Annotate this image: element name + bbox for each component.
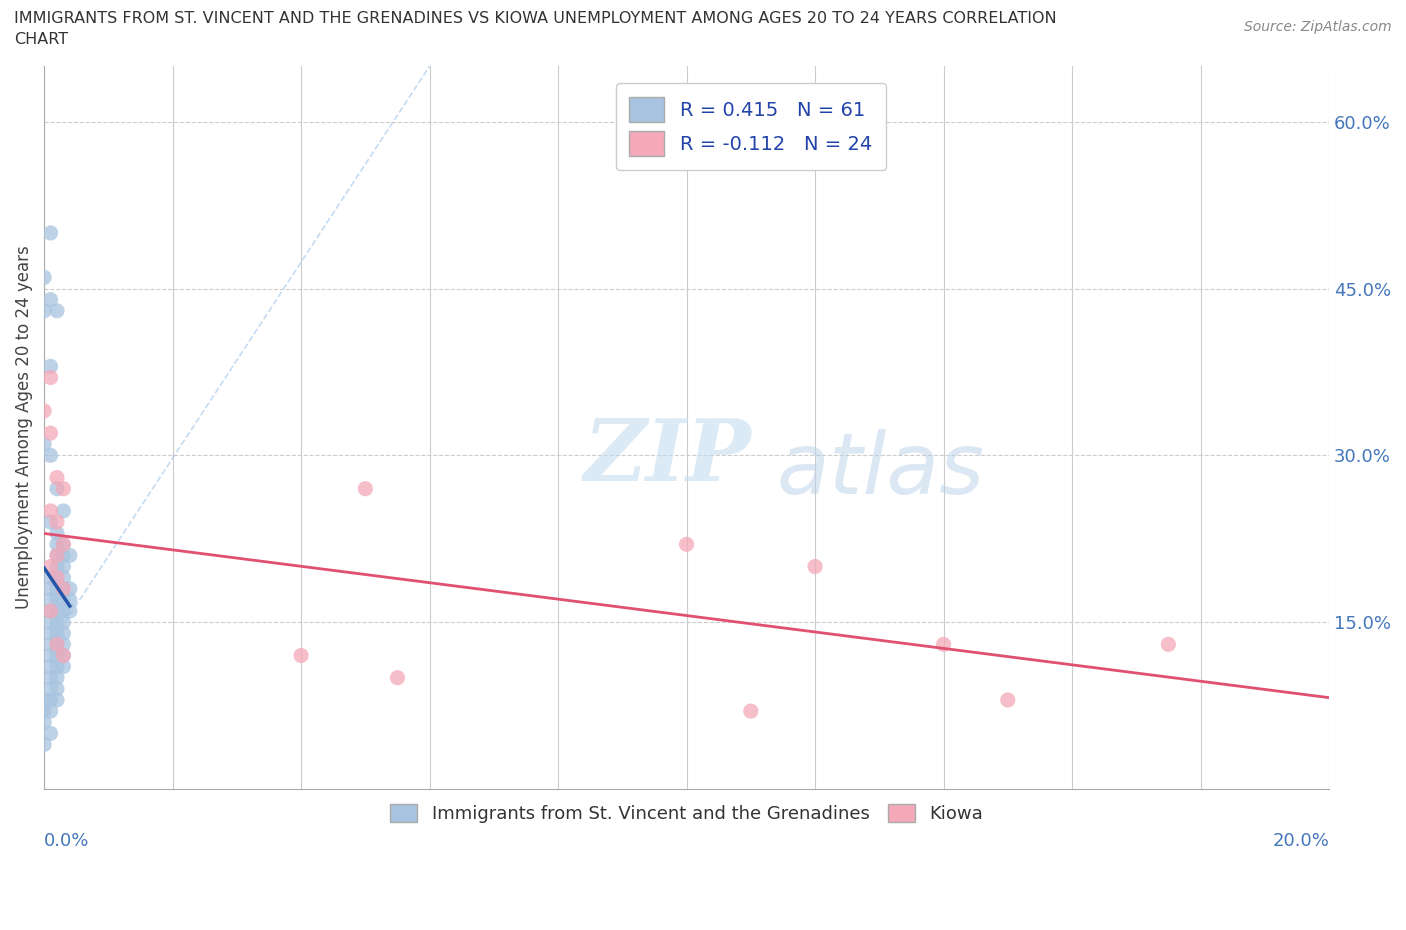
Point bbox=[39, 426, 62, 441]
Point bbox=[32, 737, 55, 751]
Point bbox=[39, 637, 62, 652]
Point bbox=[39, 726, 62, 741]
Point bbox=[39, 503, 62, 518]
Point bbox=[39, 359, 62, 374]
Point bbox=[39, 514, 62, 529]
Point bbox=[46, 648, 69, 663]
Text: 20.0%: 20.0% bbox=[1272, 832, 1329, 850]
Point bbox=[46, 671, 69, 685]
Point bbox=[46, 481, 69, 496]
Point bbox=[52, 559, 75, 574]
Point bbox=[46, 548, 69, 563]
Point bbox=[39, 671, 62, 685]
Point bbox=[46, 604, 69, 618]
Point bbox=[39, 682, 62, 697]
Point bbox=[46, 637, 69, 652]
Point bbox=[39, 659, 62, 674]
Point bbox=[52, 537, 75, 551]
Point bbox=[39, 292, 62, 307]
Point bbox=[39, 626, 62, 641]
Point bbox=[39, 592, 62, 607]
Point bbox=[59, 581, 82, 596]
Point bbox=[46, 693, 69, 708]
Point bbox=[52, 648, 75, 663]
Text: ZIP: ZIP bbox=[583, 415, 752, 498]
Point bbox=[52, 637, 75, 652]
Point bbox=[52, 659, 75, 674]
Point bbox=[39, 559, 62, 574]
Point bbox=[52, 481, 75, 496]
Point bbox=[52, 581, 75, 596]
Text: CHART: CHART bbox=[14, 32, 67, 46]
Point bbox=[804, 559, 827, 574]
Point bbox=[32, 303, 55, 318]
Point bbox=[290, 648, 312, 663]
Point bbox=[39, 615, 62, 630]
Point bbox=[675, 537, 697, 551]
Point bbox=[52, 537, 75, 551]
Point bbox=[46, 303, 69, 318]
Point bbox=[52, 648, 75, 663]
Point bbox=[52, 570, 75, 585]
Point bbox=[46, 682, 69, 697]
Point bbox=[39, 370, 62, 385]
Point bbox=[46, 471, 69, 485]
Point bbox=[46, 548, 69, 563]
Point bbox=[46, 626, 69, 641]
Point bbox=[32, 704, 55, 719]
Point bbox=[740, 704, 762, 719]
Y-axis label: Unemployment Among Ages 20 to 24 years: Unemployment Among Ages 20 to 24 years bbox=[15, 246, 32, 609]
Point bbox=[1157, 637, 1180, 652]
Point bbox=[39, 581, 62, 596]
Point bbox=[46, 514, 69, 529]
Point bbox=[46, 659, 69, 674]
Point bbox=[39, 704, 62, 719]
Text: IMMIGRANTS FROM ST. VINCENT AND THE GRENADINES VS KIOWA UNEMPLOYMENT AMONG AGES : IMMIGRANTS FROM ST. VINCENT AND THE GREN… bbox=[14, 11, 1057, 26]
Point bbox=[39, 604, 62, 618]
Point bbox=[32, 404, 55, 418]
Point bbox=[46, 570, 69, 585]
Point bbox=[52, 581, 75, 596]
Point bbox=[354, 481, 377, 496]
Point bbox=[52, 604, 75, 618]
Point bbox=[52, 626, 75, 641]
Point bbox=[52, 548, 75, 563]
Point bbox=[39, 448, 62, 463]
Text: 0.0%: 0.0% bbox=[44, 832, 90, 850]
Point bbox=[46, 559, 69, 574]
Point bbox=[932, 637, 955, 652]
Point bbox=[387, 671, 409, 685]
Point bbox=[46, 525, 69, 540]
Point bbox=[46, 637, 69, 652]
Point bbox=[46, 615, 69, 630]
Point bbox=[46, 581, 69, 596]
Point bbox=[59, 604, 82, 618]
Text: Source: ZipAtlas.com: Source: ZipAtlas.com bbox=[1244, 20, 1392, 34]
Point bbox=[46, 592, 69, 607]
Point bbox=[52, 615, 75, 630]
Legend: Immigrants from St. Vincent and the Grenadines, Kiowa: Immigrants from St. Vincent and the Gren… bbox=[382, 797, 990, 830]
Point bbox=[39, 570, 62, 585]
Point bbox=[39, 225, 62, 240]
Point bbox=[39, 648, 62, 663]
Point bbox=[46, 570, 69, 585]
Point bbox=[39, 604, 62, 618]
Point bbox=[46, 537, 69, 551]
Point bbox=[997, 693, 1019, 708]
Point bbox=[32, 437, 55, 452]
Point bbox=[52, 503, 75, 518]
Point bbox=[32, 693, 55, 708]
Point bbox=[52, 592, 75, 607]
Point bbox=[32, 270, 55, 285]
Text: atlas: atlas bbox=[776, 430, 984, 512]
Point bbox=[32, 715, 55, 730]
Point bbox=[59, 592, 82, 607]
Point bbox=[39, 693, 62, 708]
Point bbox=[59, 548, 82, 563]
